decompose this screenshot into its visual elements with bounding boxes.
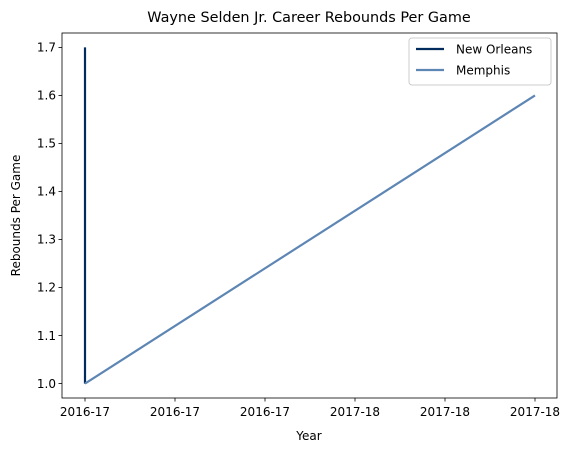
y-tick-label: 1.0: [37, 377, 56, 391]
y-tick-label: 1.7: [37, 41, 56, 55]
y-tick-label: 1.4: [37, 185, 56, 199]
y-tick-label: 1.5: [37, 137, 56, 151]
x-tick-label: 2016-17: [240, 405, 290, 419]
series-line-memphis: [84, 94, 536, 385]
x-tick-label: 2017-18: [330, 405, 380, 419]
y-axis-label: Rebounds Per Game: [9, 155, 23, 277]
y-tick-label: 1.3: [37, 233, 56, 247]
x-axis: 2016-17 2016-17 2016-17 2017-18 2017-18 2017-…: [60, 398, 560, 419]
chart-title: Wayne Selden Jr. Career Rebounds Per Gam…: [147, 10, 471, 26]
y-tick-label: 1.2: [37, 281, 56, 295]
legend-entry-label: Memphis: [456, 64, 510, 78]
plot-frame: [61, 32, 558, 399]
legend: New Orleans Memphis: [408, 37, 552, 86]
y-axis: 1.0 1.1 1.2 1.3 1.4 1.5 1.6 1.7: [37, 41, 62, 391]
plot-area: [61, 32, 558, 399]
legend-box: [408, 37, 552, 86]
x-tick-label: 2017-18: [510, 405, 560, 419]
legend-entry-label: New Orleans: [456, 43, 532, 57]
series-layer: [83, 47, 536, 385]
x-axis-label: Year: [295, 429, 321, 443]
x-tick-label: 2016-17: [150, 405, 200, 419]
y-tick-label: 1.1: [37, 329, 56, 343]
x-tick-label: 2016-17: [60, 405, 110, 419]
y-tick-label: 1.6: [37, 89, 56, 103]
x-tick-label: 2017-18: [420, 405, 470, 419]
